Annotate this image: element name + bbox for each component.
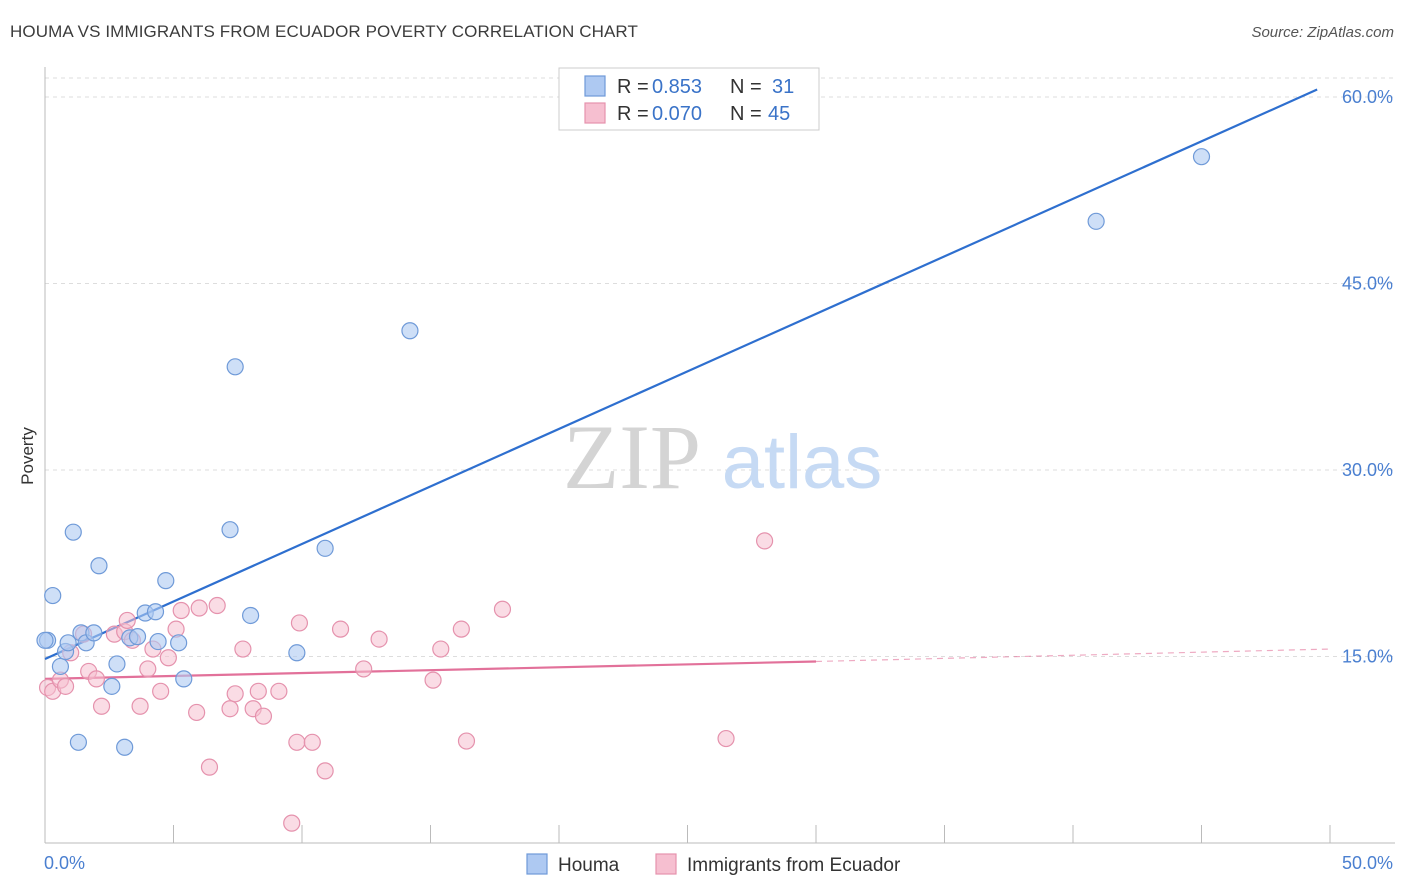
legend-houma-swatch [584,75,606,97]
bottom-legend: Houma Immigrants from Ecuador [526,853,901,876]
houma-point [108,655,126,673]
ecuador-point [159,649,177,667]
ecuador-point [457,732,476,750]
bottom-legend-ecuador-swatch [655,853,677,875]
houma-point [36,631,54,649]
ecuador-point [254,707,273,725]
ecuador-trend-line [44,660,817,680]
ecuador-point [432,640,450,658]
ecuador-point [208,596,226,615]
houma-point [85,624,103,642]
ecuador-point [87,670,106,688]
legend-houma-n-label: N = [730,76,762,98]
x-tick-labels: 0.0% 50.0% [44,853,1393,873]
houma-trend-line [44,88,1318,660]
houma-point [221,521,239,539]
houma-point [1192,148,1211,166]
ecuador-point [331,620,350,638]
source-label: Source: ZipAtlas.com [1251,24,1394,41]
houma-point [69,733,88,751]
houma-point [116,738,134,756]
houma-point [44,586,62,605]
legend-houma-r-value: 0.853 [652,76,702,98]
y-tick-labels: 15.0% 30.0% 45.0% 60.0% [1342,87,1393,667]
houma-point [175,670,193,688]
legend-ecuador-n-label: N = [730,103,762,125]
ecuador-point [370,630,388,648]
legend-ecuador-r-value: 0.070 [652,103,702,125]
ecuador-point [152,682,170,700]
ecuador-point [288,733,306,751]
ecuador-point [221,700,239,718]
y-tick-label: 30.0% [1342,460,1393,480]
y-tick-label: 15.0% [1342,647,1393,667]
axes [44,67,1395,844]
bottom-legend-houma-label: Houma [558,855,620,876]
houma-point [242,606,260,625]
series-ecuador-points [38,532,774,832]
trend-lines [44,88,1331,680]
ecuador-point [755,532,774,550]
grid-lines [45,77,1395,657]
houma-point [64,523,82,541]
ecuador-point [249,682,267,700]
chart-title: HOUMA VS IMMIGRANTS FROM ECUADOR POVERTY… [10,22,638,41]
ecuador-point [139,660,157,678]
houma-point [103,677,121,695]
ecuador-point [316,762,334,780]
houma-point [149,632,167,651]
houma-point [157,572,175,590]
houma-point [128,628,147,646]
houma-point [226,358,244,376]
series-houma-points [36,148,1211,756]
bottom-legend-houma-swatch [526,853,548,875]
ecuador-point [56,677,75,695]
y-tick-label: 60.0% [1342,87,1393,107]
ecuador-point [226,685,244,703]
legend: R = 0.853 N = 31 R = 0.070 N = 45 [558,67,820,131]
houma-point [1087,212,1105,230]
houma-point [59,634,77,652]
houma-point [51,657,70,676]
y-axis-title: Poverty [18,427,37,485]
houma-point [170,634,188,652]
legend-houma-r-label: R = [617,76,649,98]
houma-point [90,557,108,575]
ecuador-point [493,600,512,618]
watermark-zip: ZIP [563,406,701,508]
ecuador-point [131,697,149,715]
ecuador-trend-extension [815,648,1331,663]
ecuador-point [717,729,735,748]
ecuador-point [283,814,301,832]
ecuador-point [290,614,309,632]
watermark: ZIP atlas [563,406,882,508]
legend-houma-n-value: 31 [772,76,794,98]
legend-ecuador-n-value: 45 [768,103,790,125]
houma-point [401,322,419,340]
ecuador-point [92,697,111,715]
ecuador-point [234,640,252,658]
ecuador-point [303,733,321,751]
houma-point [316,539,334,557]
houma-point [288,644,306,662]
houma-point [146,603,165,621]
ecuador-point [424,671,442,689]
ecuador-point [355,660,373,678]
legend-ecuador-r-label: R = [617,103,649,125]
bottom-legend-ecuador-label: Immigrants from Ecuador [687,855,901,876]
y-tick-label: 45.0% [1342,274,1393,294]
x-tick-label: 0.0% [44,853,85,873]
ecuador-point [118,611,136,630]
ecuador-point [452,620,470,638]
watermark-atlas: atlas [722,420,883,505]
ecuador-point [270,682,288,700]
ecuador-point [190,599,208,617]
ecuador-point [172,601,190,620]
legend-ecuador-swatch [584,102,606,124]
ecuador-point [188,703,206,722]
ecuador-point [200,758,219,776]
x-tick-label: 50.0% [1342,853,1393,873]
